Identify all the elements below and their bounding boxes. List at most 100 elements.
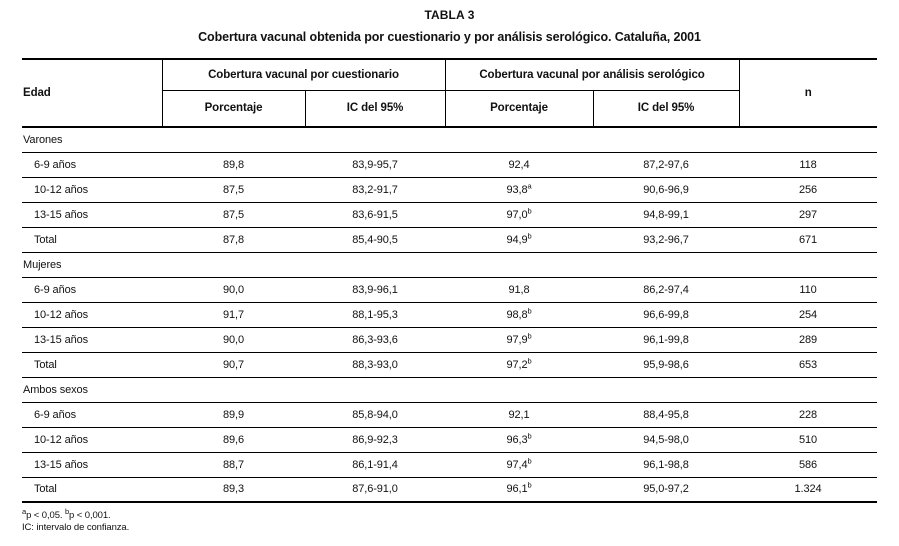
n-cell: 586 (798, 458, 818, 471)
age-label: 13-15 años (34, 458, 89, 471)
table-row: Total 90,7 88,3-93,0 97,2b 95,9-98,6 653 (22, 352, 878, 377)
table-row: Total 89,3 87,6-91,0 96,1b 95,0-97,2 1.324 (22, 477, 878, 502)
table-title: Cobertura vacunal obtenida por cuestiona… (198, 30, 701, 44)
age-label: 6-9 años (34, 158, 77, 171)
pct-serology-cell: 93,8a (445, 177, 593, 202)
table-row: 6-9 años 89,9 85,8-94,0 92,1 88,4-95,8 228 (22, 402, 878, 427)
table-header: Edad Cobertura vacunal por cuestionario … (22, 59, 877, 127)
ci-serology-cell: 95,0-97,2 (643, 483, 689, 496)
column-header-n: n (804, 87, 812, 99)
table-row: Total 87,8 85,4-90,5 94,9b 93,2-96,7 671 (22, 227, 878, 252)
pct-serology-value: 93,8 (506, 183, 528, 196)
n-cell: 653 (798, 358, 818, 371)
ci-questionnaire-cell: 83,6-91,5 (352, 208, 398, 221)
ci-questionnaire-cell: 83,2-91,7 (352, 183, 398, 196)
significance-superscript: a (527, 180, 532, 190)
pct-questionnaire-cell: 90,0 (222, 333, 244, 346)
column-group-questionnaire: Cobertura vacunal por cuestionario (162, 59, 446, 91)
n-cell: 256 (798, 183, 818, 196)
n-cell: 510 (798, 433, 818, 446)
significance-superscript: b (527, 205, 532, 215)
age-label: 13-15 años (34, 333, 89, 346)
coverage-table: Edad Cobertura vacunal por cuestionario … (22, 58, 878, 503)
age-label: Total (34, 358, 57, 371)
pct-questionnaire-cell: 91,7 (222, 308, 244, 321)
pct-serology-value: 98,8 (506, 308, 528, 321)
pct-questionnaire-cell: 89,8 (222, 158, 244, 171)
table-row: 6-9 años 90,0 83,9-96,1 91,8 86,2-97,4 110 (22, 277, 878, 302)
pct-questionnaire-cell: 90,0 (222, 283, 244, 296)
section-label: Mujeres (23, 258, 62, 271)
ci-serology-cell: 96,1-98,8 (643, 458, 689, 471)
section-label: Varones (23, 133, 63, 146)
age-label: Total (34, 233, 57, 246)
age-label: 6-9 años (34, 283, 77, 296)
table-row: 13-15 años 88,7 86,1-91,4 97,4b 96,1-98,8 586 (22, 452, 878, 477)
n-cell: 118 (799, 158, 817, 171)
header-group-row: Edad Cobertura vacunal por cuestionario … (22, 59, 877, 127)
pct-serology-value: 94,9 (506, 233, 528, 246)
table-body: Varones 6-9 años 89,8 83,9-95,7 92,4 87,2-97,… (22, 127, 878, 502)
pct-questionnaire-cell: 89,9 (222, 408, 244, 421)
significance-superscript: b (527, 480, 532, 490)
n-cell: 289 (798, 333, 818, 346)
table-row: 10-12 años 87,5 83,2-91,7 93,8a 90,6-96,9 256 (22, 177, 878, 202)
column-header-ci-questionnaire: IC del 95% (305, 90, 446, 127)
pct-serology-value: 92,1 (508, 408, 530, 421)
pct-serology-value: 97,0 (506, 208, 528, 221)
table-row: 13-15 años 87,5 83,6-91,5 97,0b 94,8-99,1 297 (22, 202, 878, 227)
age-label: 10-12 años (34, 433, 89, 446)
ci-serology-cell: 94,5-98,0 (643, 433, 689, 446)
pct-questionnaire-cell: 87,5 (222, 208, 244, 221)
ci-serology-cell: 93,2-96,7 (643, 233, 689, 246)
significance-superscript: b (527, 305, 532, 315)
pct-questionnaire-cell: 89,6 (222, 433, 244, 446)
table-row: 6-9 años 89,8 83,9-95,7 92,4 87,2-97,6 118 (22, 152, 878, 177)
significance-superscript: b (527, 330, 532, 340)
ci-questionnaire-cell: 83,9-96,1 (352, 283, 398, 296)
age-label: 10-12 años (34, 308, 89, 321)
n-cell: 254 (798, 308, 818, 321)
significance-superscript: b (527, 230, 532, 240)
n-cell: 297 (798, 208, 818, 221)
column-group-serology: Cobertura vacunal por análisis serológic… (445, 59, 740, 91)
pct-questionnaire-cell: 87,8 (222, 233, 244, 246)
pct-serology-cell: 97,4b (445, 452, 593, 477)
ci-questionnaire-cell: 83,9-95,7 (352, 158, 398, 171)
n-cell: 671 (798, 233, 818, 246)
footnote-abbreviation: IC: intervalo de confianza. (22, 522, 130, 534)
pct-questionnaire-cell: 88,7 (222, 458, 244, 471)
ci-serology-cell: 95,9-98,6 (643, 358, 689, 371)
pct-serology-cell: 97,0b (445, 202, 593, 227)
ci-questionnaire-cell: 86,1-91,4 (352, 458, 398, 471)
pct-questionnaire-cell: 90,7 (222, 358, 244, 371)
pct-serology-cell: 96,1b (445, 477, 593, 502)
ci-serology-cell: 87,2-97,6 (643, 158, 689, 171)
pct-questionnaire-cell: 87,5 (222, 183, 244, 196)
section-row: Ambos sexos (22, 377, 878, 402)
ci-serology-cell: 88,4-95,8 (643, 408, 689, 421)
significance-superscript: b (527, 355, 532, 365)
pct-serology-value: 92,4 (508, 158, 530, 171)
ci-serology-cell: 90,6-96,9 (643, 183, 689, 196)
ci-questionnaire-cell: 85,8-94,0 (352, 408, 398, 421)
pct-serology-value: 97,9 (506, 333, 528, 346)
table-number: TABLA 3 (424, 8, 475, 22)
pct-serology-value: 96,1 (506, 483, 528, 496)
ci-questionnaire-cell: 85,4-90,5 (352, 233, 398, 246)
header-sub-row: Porcentaje IC del 95% Porcentaje IC del … (22, 90, 877, 127)
section-row: Varones (22, 127, 878, 152)
footnotes: ap < 0,05. bp < 0,001. IC: intervalo de … (22, 508, 877, 535)
pct-serology-value: 96,3 (506, 433, 528, 446)
age-label: 10-12 años (34, 183, 89, 196)
ci-serology-cell: 86,2-97,4 (643, 283, 689, 296)
pct-serology-cell: 92,1 (445, 402, 593, 427)
n-cell: 1.324 (794, 483, 822, 496)
ci-questionnaire-cell: 88,1-95,3 (352, 308, 398, 321)
n-cell: 110 (799, 283, 817, 296)
footnote-significance: ap < 0,05. bp < 0,001. (22, 508, 877, 522)
age-label: 13-15 años (34, 208, 89, 221)
column-header-pct-questionnaire: Porcentaje (162, 90, 306, 127)
section-row: Mujeres (22, 252, 878, 277)
pct-serology-cell: 98,8b (445, 302, 593, 327)
